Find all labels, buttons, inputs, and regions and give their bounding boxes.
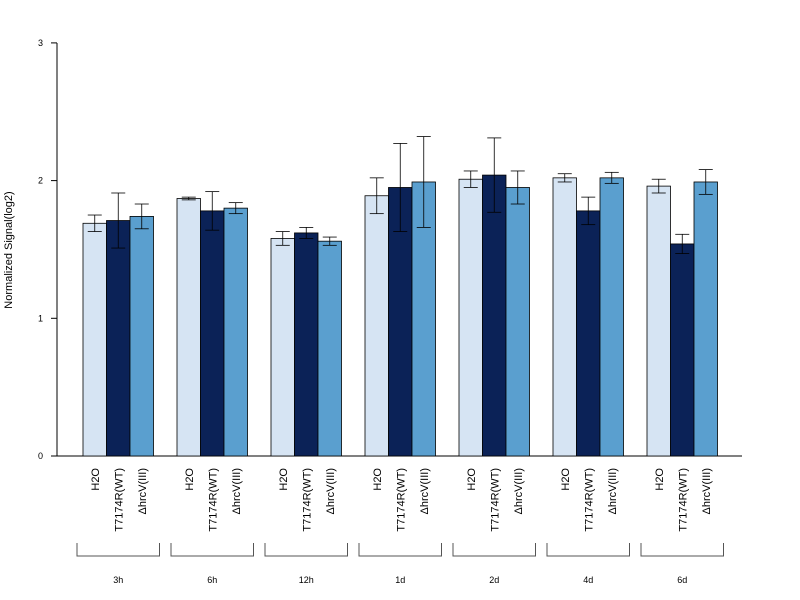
error-bar	[299, 227, 314, 239]
bar-category-label: T7174R(WT)	[395, 468, 407, 532]
group-label: 3h	[113, 575, 123, 585]
error-bar	[181, 196, 196, 201]
group-label: 6d	[677, 575, 687, 585]
group-label: 2d	[489, 575, 499, 585]
y-axis-title: Normalized Signal(log2)	[3, 191, 15, 308]
error-bar-layer	[87, 136, 713, 254]
error-bar	[111, 192, 126, 249]
error-bar	[581, 196, 596, 226]
bar	[599, 177, 624, 457]
y-tick-label: 1	[38, 313, 43, 323]
bracket-line	[546, 543, 630, 557]
bar-category-label: ΔhrcV(III)	[701, 468, 713, 514]
bar-category-label: T7174R(WT)	[677, 468, 689, 532]
error-bar	[416, 136, 431, 228]
bar	[129, 216, 154, 457]
bar	[482, 174, 507, 457]
bar-category-label: H2O	[372, 468, 384, 491]
group-bracket: 12h	[264, 543, 348, 585]
bar	[552, 177, 577, 457]
error-bar	[322, 236, 337, 246]
error-bar	[604, 171, 619, 184]
bracket-line	[76, 543, 160, 557]
bar-category-label: ΔhrcV(III)	[325, 468, 337, 514]
group-bracket: 1d	[358, 543, 442, 585]
bar	[364, 195, 389, 457]
bar-category-label: ΔhrcV(III)	[137, 468, 149, 514]
bar	[294, 232, 319, 457]
error-bar	[87, 214, 102, 232]
axis-layer: Normalized Signal(log2)	[3, 43, 742, 457]
bar-category-label: T7174R(WT)	[583, 468, 595, 532]
bar	[646, 185, 671, 457]
bar-category-label: ΔhrcV(III)	[419, 468, 431, 514]
error-bar	[205, 191, 220, 231]
bar	[82, 222, 107, 457]
bracket-line	[170, 543, 254, 557]
error-bar	[228, 202, 243, 215]
bar	[106, 220, 131, 457]
bracket-line	[264, 543, 348, 557]
bar-category-label: H2O	[654, 468, 666, 491]
bar	[505, 187, 530, 457]
error-bar	[463, 170, 478, 188]
error-bar	[510, 170, 525, 205]
group-bracket: 6h	[170, 543, 254, 585]
bar-label-layer: H2O T7174R(WT) ΔhrcV(III) H2O T7174R(WT) Δhrc…	[90, 468, 713, 532]
error-bar	[651, 178, 666, 194]
error-bar	[134, 203, 149, 230]
group-label: 1d	[395, 575, 405, 585]
group-label: 4d	[583, 575, 593, 585]
y-tick-label: 0	[38, 451, 43, 461]
group-bracket: 3h	[76, 543, 160, 585]
error-bar	[675, 233, 690, 254]
bar	[270, 238, 295, 457]
bar-category-label: ΔhrcV(III)	[231, 468, 243, 514]
bar-category-label: H2O	[466, 468, 478, 491]
bar-layer	[82, 174, 718, 457]
group-bracket: 6d	[640, 543, 724, 585]
bar	[458, 178, 483, 457]
group-label: 6h	[207, 575, 217, 585]
group-layer: 3h 6h 12h 1d 2d 4d 6d	[76, 543, 724, 585]
bar-category-label: H2O	[90, 468, 102, 491]
group-bracket: 2d	[452, 543, 536, 585]
bar	[176, 198, 201, 457]
bar-category-label: ΔhrcV(III)	[513, 468, 525, 514]
y-tick-label: 3	[38, 38, 43, 48]
y-tick-layer: 0 1 2 3	[38, 38, 57, 461]
group-label: 12h	[299, 575, 314, 585]
bar	[200, 210, 225, 457]
bar-category-label: T7174R(WT)	[113, 468, 125, 532]
bar	[670, 243, 695, 457]
error-bar	[487, 137, 502, 213]
bar	[317, 240, 342, 457]
error-bar	[369, 177, 384, 215]
bar	[576, 210, 601, 457]
error-bar	[393, 143, 408, 232]
bar	[693, 181, 718, 457]
error-bar	[698, 169, 713, 195]
bar	[223, 207, 248, 457]
bar-category-label: T7174R(WT)	[207, 468, 219, 532]
error-bar	[275, 231, 290, 246]
bar-category-label: T7174R(WT)	[301, 468, 313, 532]
group-bracket: 4d	[546, 543, 630, 585]
bracket-line	[640, 543, 724, 557]
bar-category-label: H2O	[278, 468, 290, 491]
error-bar	[557, 173, 572, 183]
bar-category-label: ΔhrcV(III)	[607, 468, 619, 514]
bar-category-label: T7174R(WT)	[489, 468, 501, 532]
bracket-line	[452, 543, 536, 557]
bar-category-label: H2O	[560, 468, 572, 491]
bar-category-label: H2O	[184, 468, 196, 491]
y-tick-label: 2	[38, 176, 43, 186]
bracket-line	[358, 543, 442, 557]
